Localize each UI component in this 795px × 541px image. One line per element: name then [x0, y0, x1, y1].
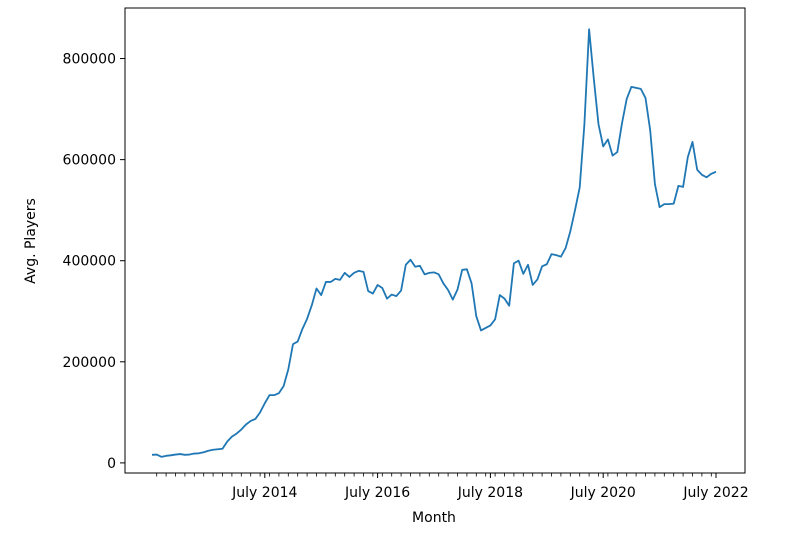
y-axis: 0 200000 400000 600000 800000 — [63, 52, 125, 472]
y-axis-label: Avg. Players — [23, 198, 39, 284]
series-line — [151, 28, 717, 458]
x-tick-label: July 2016 — [344, 485, 410, 501]
x-tick-label: July 2020 — [570, 485, 636, 501]
x-axis-label: Month — [412, 510, 456, 526]
y-tick-label: 400000 — [63, 254, 116, 270]
y-tick-label: 200000 — [63, 355, 116, 371]
plot-frame — [124, 7, 746, 474]
plot-content — [151, 28, 717, 458]
x-tick-label: July 2022 — [682, 485, 748, 501]
y-tick-label: 800000 — [63, 52, 116, 68]
y-tick-label: 600000 — [63, 153, 116, 169]
x-tick-label: July 2018 — [457, 485, 523, 501]
x-axis: July 2014 July 2016 July 2018 July 2020 July… — [156, 473, 749, 501]
y-tick-label: 0 — [107, 456, 116, 472]
x-tick-label: July 2014 — [231, 485, 297, 501]
